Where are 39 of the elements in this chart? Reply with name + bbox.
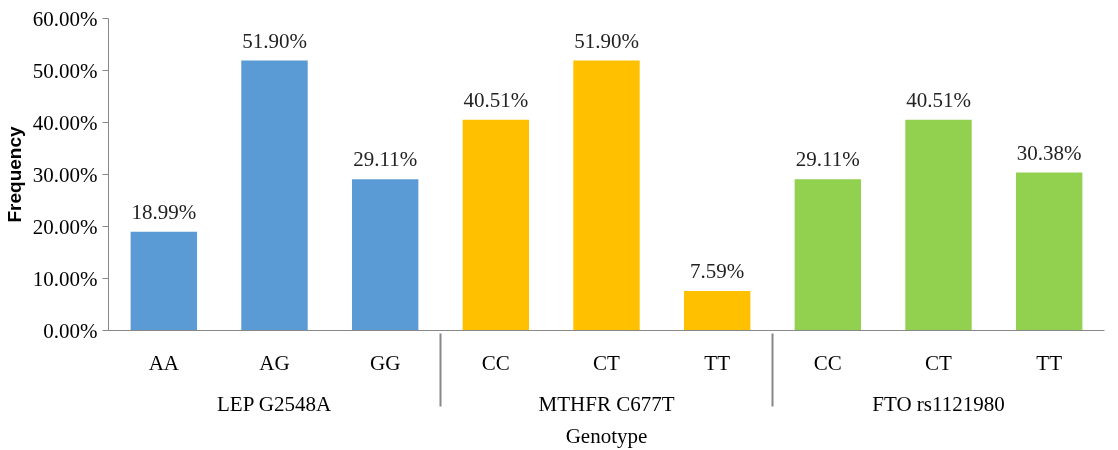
data-label: 29.11% [795, 147, 860, 172]
bar [462, 119, 530, 331]
y-tick-label: 30.00% [32, 162, 98, 187]
x-tick-label: TT [704, 350, 731, 375]
text: FTO rs1121980 [872, 391, 1005, 416]
text: LEP G2548A [217, 391, 333, 416]
data-label: 18.99% [131, 199, 197, 224]
bar [351, 179, 419, 331]
y-tick-label: 0.00% [43, 318, 98, 343]
x-tick-label: AG [259, 350, 290, 375]
data-label: 30.38% [1016, 140, 1082, 165]
y-tick-label: 10.00% [32, 266, 98, 291]
y-tick-label: 40.00% [32, 110, 98, 135]
data-label: 51.90% [574, 28, 639, 53]
y-tick-label: 60.00% [32, 6, 98, 31]
x-tick-label: CC [481, 350, 510, 375]
data-label: 40.51% [906, 87, 971, 112]
data-label: 29.11% [353, 147, 418, 172]
x-tick-label: CT [925, 350, 953, 375]
bar [573, 60, 640, 331]
x-tick-label: CC [813, 350, 842, 375]
x-tick-label: CT [593, 350, 621, 375]
text: MTHFR C677T [538, 391, 675, 416]
y-tick-label: 50.00% [32, 58, 98, 83]
x-tick-label: TT [1036, 350, 1063, 375]
data-label: 7.59% [690, 259, 745, 284]
y-tick-label: 20.00% [32, 214, 98, 239]
bar [794, 179, 862, 331]
bar [241, 60, 308, 331]
x-tick-label: AA [148, 350, 180, 375]
data-label: 51.90% [242, 28, 307, 53]
x-axis-title: Genotype [565, 423, 648, 448]
bar [1015, 172, 1083, 331]
x-tick-label: GG [370, 350, 401, 375]
data-label: 40.51% [463, 87, 529, 112]
bar [130, 231, 198, 331]
bar [683, 291, 751, 331]
y-axis-title: Frequency [3, 126, 25, 223]
bar [905, 119, 972, 331]
